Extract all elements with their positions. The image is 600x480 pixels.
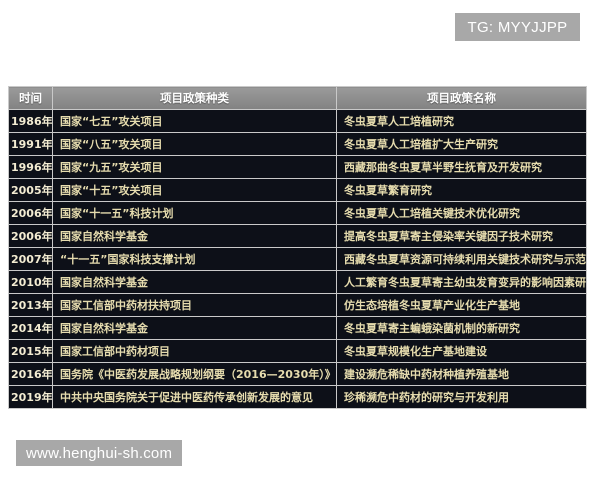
table-row: 2013年 国家工信部中药材扶持项目 仿生态培植冬虫夏草产业化生产基地 <box>8 293 587 317</box>
cell-year: 1986年 <box>8 109 53 133</box>
column-header-name: 项目政策名称 <box>336 86 587 110</box>
table-row: 2015年 国家工信部中药材项目 冬虫夏草规模化生产基地建设 <box>8 339 587 363</box>
cell-year: 2005年 <box>8 178 53 202</box>
table-header-row: 时间 项目政策种类 项目政策名称 <box>8 86 587 110</box>
cell-kind: 国家自然科学基金 <box>52 270 337 294</box>
column-header-year: 时间 <box>8 86 53 110</box>
cell-year: 2016年 <box>8 362 53 386</box>
cell-kind: 国家工信部中药材项目 <box>52 339 337 363</box>
tg-watermark-label: TG: MYYJJPP <box>467 18 568 36</box>
cell-kind: 国家“十一五”科技计划 <box>52 201 337 225</box>
cell-name: 冬虫夏草寄主蝙蛾染菌机制的新研究 <box>336 316 587 340</box>
cell-name: 冬虫夏草人工培植研究 <box>336 109 587 133</box>
cell-name: 冬虫夏草规模化生产基地建设 <box>336 339 587 363</box>
table-row: 1991年 国家“八五”攻关项目 冬虫夏草人工培植扩大生产研究 <box>8 132 587 156</box>
cell-kind: 国家“九五”攻关项目 <box>52 155 337 179</box>
cell-kind: “十一五”国家科技支撑计划 <box>52 247 337 271</box>
cell-year: 2006年 <box>8 224 53 248</box>
cell-year: 2010年 <box>8 270 53 294</box>
table-body: 1986年 国家“七五”攻关项目 冬虫夏草人工培植研究 1991年 国家“八五”… <box>8 109 587 409</box>
cell-name: 建设濒危稀缺中药材种植养殖基地 <box>336 362 587 386</box>
cell-name: 人工繁育冬虫夏草寄主幼虫发育变异的影响因素研究 <box>336 270 587 294</box>
cell-year: 1991年 <box>8 132 53 156</box>
cell-year: 1996年 <box>8 155 53 179</box>
table-row: 2016年 国务院《中医药发展战略规划纲要（2016—2030年）》 建设濒危稀… <box>8 362 587 386</box>
policy-table: 时间 项目政策种类 项目政策名称 1986年 国家“七五”攻关项目 冬虫夏草人工… <box>8 86 587 409</box>
cell-name: 仿生态培植冬虫夏草产业化生产基地 <box>336 293 587 317</box>
table-row: 2010年 国家自然科学基金 人工繁育冬虫夏草寄主幼虫发育变异的影响因素研究 <box>8 270 587 294</box>
cell-year: 2014年 <box>8 316 53 340</box>
cell-name: 西藏那曲冬虫夏草半野生抚育及开发研究 <box>336 155 587 179</box>
site-watermark-label: www.henghui-sh.com <box>26 444 173 462</box>
cell-kind: 国务院《中医药发展战略规划纲要（2016—2030年）》 <box>52 362 337 386</box>
site-watermark: www.henghui-sh.com <box>16 440 183 466</box>
cell-year: 2013年 <box>8 293 53 317</box>
cell-kind: 中共中央国务院关于促进中医药传承创新发展的意见 <box>52 385 337 409</box>
table-row: 2019年 中共中央国务院关于促进中医药传承创新发展的意见 珍稀濒危中药材的研究… <box>8 385 587 409</box>
table-row: 2006年 国家“十一五”科技计划 冬虫夏草人工培植关键技术优化研究 <box>8 201 587 225</box>
cell-year: 2007年 <box>8 247 53 271</box>
column-header-kind: 项目政策种类 <box>52 86 337 110</box>
cell-kind: 国家“八五”攻关项目 <box>52 132 337 156</box>
table-row: 2014年 国家自然科学基金 冬虫夏草寄主蝙蛾染菌机制的新研究 <box>8 316 587 340</box>
policy-table-container: 时间 项目政策种类 项目政策名称 1986年 国家“七五”攻关项目 冬虫夏草人工… <box>8 86 587 409</box>
table-row: 2005年 国家“十五”攻关项目 冬虫夏草繁育研究 <box>8 178 587 202</box>
cell-name: 冬虫夏草繁育研究 <box>336 178 587 202</box>
table-row: 2006年 国家自然科学基金 提高冬虫夏草寄主侵染率关键因子技术研究 <box>8 224 587 248</box>
table-row: 2007年 “十一五”国家科技支撑计划 西藏冬虫夏草资源可持续利用关键技术研究与… <box>8 247 587 271</box>
cell-kind: 国家“十五”攻关项目 <box>52 178 337 202</box>
cell-name: 西藏冬虫夏草资源可持续利用关键技术研究与示范 <box>336 247 587 271</box>
cell-name: 珍稀濒危中药材的研究与开发利用 <box>336 385 587 409</box>
cell-kind: 国家工信部中药材扶持项目 <box>52 293 337 317</box>
tg-watermark-badge: TG: MYYJJPP <box>455 13 580 41</box>
cell-kind: 国家“七五”攻关项目 <box>52 109 337 133</box>
cell-kind: 国家自然科学基金 <box>52 316 337 340</box>
table-row: 1986年 国家“七五”攻关项目 冬虫夏草人工培植研究 <box>8 109 587 133</box>
cell-year: 2019年 <box>8 385 53 409</box>
cell-year: 2015年 <box>8 339 53 363</box>
cell-name: 提高冬虫夏草寄主侵染率关键因子技术研究 <box>336 224 587 248</box>
table-header: 时间 项目政策种类 项目政策名称 <box>8 86 587 110</box>
cell-name: 冬虫夏草人工培植关键技术优化研究 <box>336 201 587 225</box>
table-row: 1996年 国家“九五”攻关项目 西藏那曲冬虫夏草半野生抚育及开发研究 <box>8 155 587 179</box>
cell-kind: 国家自然科学基金 <box>52 224 337 248</box>
cell-year: 2006年 <box>8 201 53 225</box>
cell-name: 冬虫夏草人工培植扩大生产研究 <box>336 132 587 156</box>
